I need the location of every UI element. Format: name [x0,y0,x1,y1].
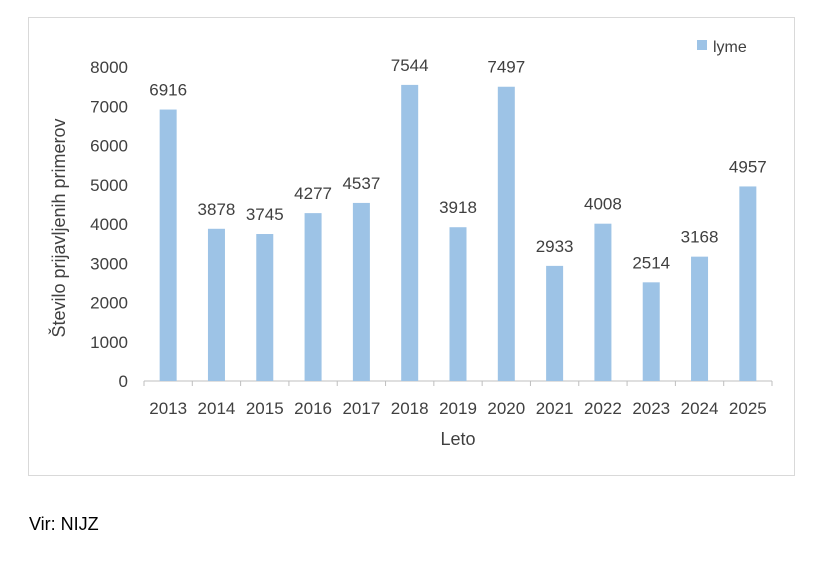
y-tick-label: 1000 [90,333,128,352]
x-tick-label: 2025 [729,399,767,418]
legend-swatch [697,40,707,50]
data-label: 2514 [632,253,670,272]
legend-label: lyme [713,39,747,56]
x-tick-label: 2023 [632,399,670,418]
x-axis-title: Leto [440,429,475,449]
data-label: 7544 [391,56,429,75]
bar [691,256,709,381]
x-tick-label: 2018 [391,399,429,418]
bar [594,223,612,381]
y-tick-label: 8000 [90,58,128,77]
x-tick-label: 2020 [487,399,525,418]
y-tick-label: 0 [119,372,128,391]
bar [497,86,515,382]
x-tick-label: 2019 [439,399,477,418]
y-tick-label: 6000 [90,137,128,156]
bar [401,84,419,381]
bar [159,109,177,381]
y-tick-label: 7000 [90,97,128,116]
y-tick-label: 5000 [90,176,128,195]
bar [256,234,274,381]
y-tick-label: 3000 [90,254,128,273]
y-axis-title: Število prijavljenih primerov [48,118,69,337]
x-tick-label: 2021 [536,399,574,418]
data-label: 2933 [536,237,574,256]
data-label: 3878 [198,200,236,219]
data-label: 3168 [681,228,719,247]
x-tick-label: 2016 [294,399,332,418]
data-label: 4277 [294,184,332,203]
data-label: 4008 [584,195,622,214]
chart-frame [28,17,795,476]
data-label: 3918 [439,198,477,217]
data-label: 7497 [487,58,525,77]
source-note: Vir: NIJZ [29,514,99,534]
bar [352,202,370,381]
data-label: 4537 [342,174,380,193]
data-label: 3745 [246,205,284,224]
x-tick-label: 2015 [246,399,284,418]
bar [304,213,322,381]
x-tick-label: 2024 [681,399,719,418]
x-tick-label: 2013 [149,399,187,418]
x-tick-label: 2022 [584,399,622,418]
bar [546,265,564,381]
x-tick-label: 2017 [342,399,380,418]
bar [449,227,467,381]
y-tick-label: 4000 [90,215,128,234]
bar [207,228,225,381]
bar [642,282,660,381]
data-label: 6916 [149,81,187,100]
data-label: 4957 [729,157,767,176]
y-tick-label: 2000 [90,294,128,313]
bar [739,186,757,381]
x-tick-label: 2014 [198,399,236,418]
